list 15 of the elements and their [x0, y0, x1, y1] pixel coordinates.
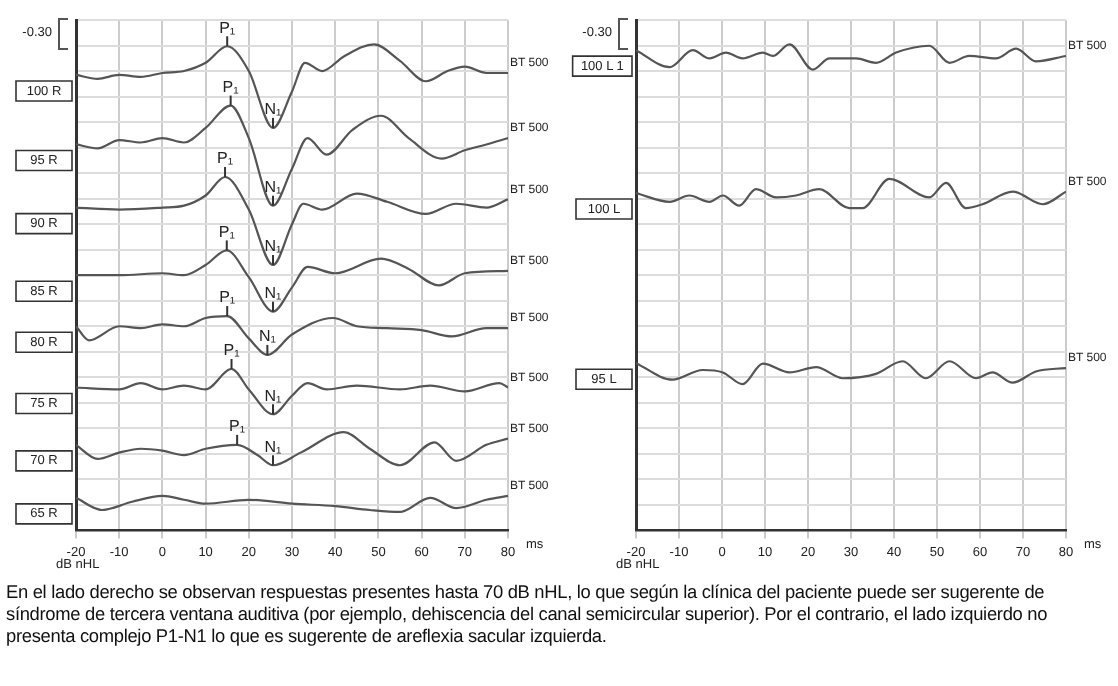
annotation: N₁	[264, 437, 283, 456]
annotation: N₁	[258, 327, 277, 346]
annotation: P₁	[219, 18, 236, 37]
annotation: N₁	[264, 237, 283, 256]
annotation: N₁	[264, 386, 283, 405]
annotation: P₁	[229, 417, 246, 436]
annotation: N₁	[264, 284, 283, 303]
annotation: N₁	[264, 178, 283, 197]
annotation: P₁	[216, 149, 234, 168]
annotation: P₁	[222, 77, 240, 96]
annotation: P₁	[219, 288, 236, 307]
annotation: N₁	[264, 100, 283, 119]
annotation: P₁	[218, 222, 236, 241]
text: En el lado derecho se observan respuestas presentes hasta 70 dB nHL, lo que según la clínica del paciente puede ser sugerente de síndrome de tercera ventana auditiva (por ejemplo, dehiscencia del canal semicircular superior). Por el contrario, el lado izquierdo no presenta complejo P1-N1 lo que es sugerente de areflexia sacular izquierda.	[6, 582, 1050, 648]
annotation: P₁	[223, 341, 241, 360]
